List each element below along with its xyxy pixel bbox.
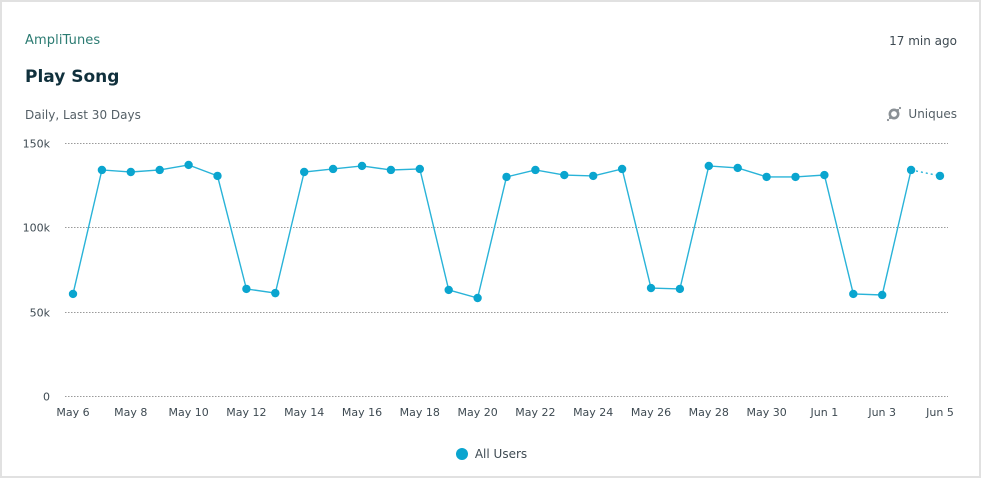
data-point[interactable]: May 31: 129900 <box>791 172 800 182</box>
x-tick-label: May 6 <box>56 406 89 419</box>
data-point[interactable]: May 13: 61000 <box>271 288 280 298</box>
data-point[interactable]: May 12: 63500 <box>242 284 251 294</box>
data-point[interactable]: May 9: 134000 <box>155 165 164 175</box>
series-line <box>72 164 912 299</box>
data-point[interactable]: May 25: 134600 <box>617 164 627 174</box>
data-point[interactable]: May 22: 134000 <box>531 165 540 175</box>
legend-dot-icon[interactable] <box>455 448 468 460</box>
x-tick-label: May 12 <box>226 406 266 419</box>
data-point[interactable]: May 19: 62900 <box>444 285 453 295</box>
data-point[interactable]: May 15: 134600 <box>328 164 338 174</box>
y-tick-label: 100k <box>23 222 51 235</box>
x-tick-label: May 20 <box>457 406 497 419</box>
x-tick-label: Jun 3 <box>867 406 896 419</box>
data-point[interactable]: May 21: 129900 <box>502 172 511 182</box>
line-chart: 0 50k 100k 150k May 6 May 8 May 10 May 12 May 1… <box>23 138 954 420</box>
chart-legend: All Users <box>0 447 983 461</box>
data-point[interactable]: May 18: 134600 <box>415 164 424 174</box>
legend-label-all-users[interactable]: All Users <box>474 447 528 461</box>
data-point[interactable]: May 28: 136400 <box>704 161 713 171</box>
data-point[interactable]: May 6: 60500 <box>68 289 78 299</box>
data-point[interactable]: May 30: 129900 <box>762 172 771 182</box>
data-point[interactable]: May 14: 132800 <box>300 167 309 177</box>
data-point[interactable]: May 29: 135200 <box>733 163 742 173</box>
x-tick-label: May 24 <box>573 406 613 419</box>
data-point[interactable]: May 11: 130500 <box>213 171 222 181</box>
data-point[interactable]: May 16: 136400 <box>357 161 367 171</box>
x-tick-label: Jun 1 <box>810 406 839 419</box>
x-tick-label: May 10 <box>168 406 208 419</box>
chart-title[interactable]: Play Song <box>25 67 120 87</box>
y-tick-label: 0 <box>43 391 50 404</box>
data-point[interactable]: May 24: 130500 <box>589 171 598 181</box>
y-tick-label: 50k <box>30 307 51 320</box>
x-tick-label: May 8 <box>114 406 147 419</box>
x-tick-label: May 16 <box>342 406 382 419</box>
x-tick-label: May 26 <box>631 406 671 419</box>
data-point[interactable]: May 10: 137000 <box>184 160 193 170</box>
x-axis-labels: May 6 May 8 May 10 May 12 May 14 May 16 May 18… <box>56 406 953 419</box>
data-point[interactable]: Jun 1: 131000 <box>820 170 829 180</box>
x-tick-label: May 14 <box>284 406 324 419</box>
data-point[interactable]: May 7: 134000 <box>97 165 107 175</box>
x-tick-label: May 28 <box>689 406 729 419</box>
chart-subtitle: Daily, Last 30 Days <box>25 108 141 122</box>
data-point[interactable]: May 8: 132800 <box>126 167 135 177</box>
x-tick-label: May 30 <box>746 406 786 419</box>
x-tick-label: May 22 <box>515 406 555 419</box>
data-point[interactable]: Jun 5: 130500 <box>935 171 945 181</box>
data-point[interactable]: May 20: 58100 <box>473 293 482 303</box>
data-point[interactable]: May 26: 64000 <box>646 283 656 293</box>
x-tick-label: May 18 <box>400 406 440 419</box>
data-point[interactable]: May 27: 63500 <box>675 284 685 294</box>
app-name[interactable]: AmpliTunes <box>25 33 101 48</box>
x-tick-label: Jun 5 <box>925 406 954 419</box>
data-point[interactable]: May 17: 134000 <box>386 165 396 175</box>
y-tick-label: 150k <box>23 138 51 151</box>
chart-gridlines <box>65 143 948 397</box>
uniques-icon <box>887 106 902 122</box>
data-point[interactable]: May 23: 131000 <box>560 170 569 180</box>
metric-uniques-toggle[interactable]: Uniques <box>886 106 957 122</box>
data-point[interactable]: Jun 3: 59900 <box>878 290 887 300</box>
data-point[interactable]: Jun 4: 134000 <box>906 165 916 175</box>
series-all-users: May 6: 60500 May 7: 134000 May 8: 132800 Ma… <box>68 160 945 303</box>
incomplete-segment <box>910 169 941 177</box>
metric-label: Uniques <box>908 107 957 121</box>
y-axis-labels: 0 50k 100k 150k <box>23 138 51 404</box>
data-point[interactable]: Jun 2: 60500 <box>849 289 858 299</box>
last-updated-timestamp: 17 min ago <box>889 34 957 48</box>
